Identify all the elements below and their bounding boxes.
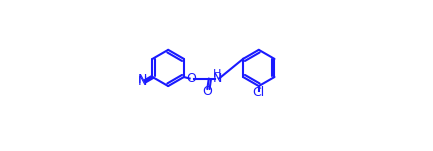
Text: Cl: Cl — [252, 86, 265, 99]
Text: N: N — [137, 73, 147, 86]
Text: O: O — [187, 72, 196, 85]
Text: N: N — [138, 75, 147, 88]
Text: H: H — [213, 69, 221, 79]
Text: O: O — [202, 85, 212, 98]
Text: N: N — [213, 72, 222, 85]
